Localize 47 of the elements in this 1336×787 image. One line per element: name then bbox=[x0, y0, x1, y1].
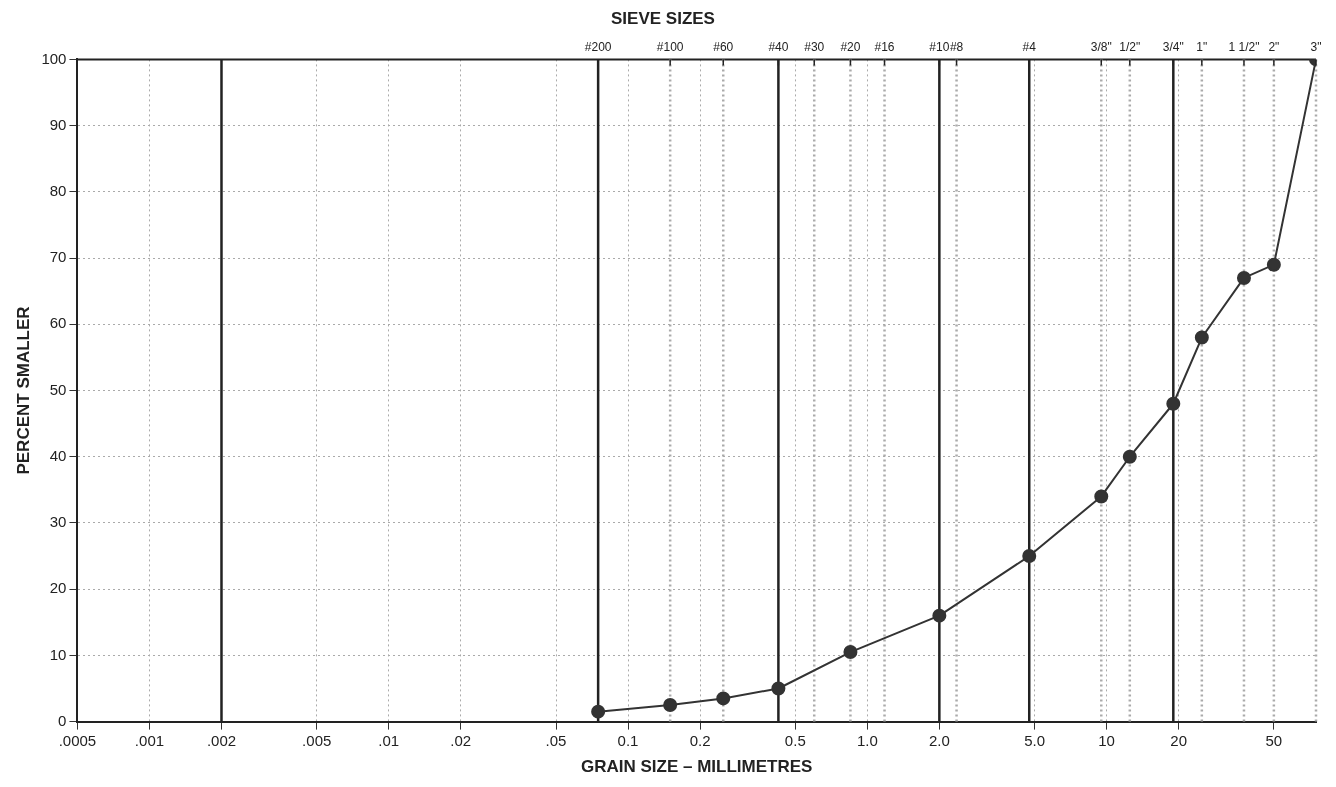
y-tick-label: 30 bbox=[49, 513, 67, 531]
x-tick-label: .05 bbox=[545, 731, 567, 749]
x-tick-label: .005 bbox=[302, 731, 332, 749]
annotation: #8 bbox=[949, 39, 964, 54]
x-tick-label: .01 bbox=[378, 731, 400, 749]
x-tick-label: 20 bbox=[1170, 731, 1187, 749]
y-tick-label: 0 bbox=[58, 711, 67, 729]
y-tick-label: 40 bbox=[49, 446, 67, 464]
y-tick-label: 20 bbox=[49, 579, 67, 597]
annotation: #20 bbox=[840, 39, 861, 54]
annotation: #40 bbox=[768, 39, 789, 54]
y-tick-label: 60 bbox=[49, 314, 67, 332]
y-tick-label: 70 bbox=[49, 248, 67, 266]
annotation: 2" bbox=[1268, 39, 1280, 54]
annotation: #100 bbox=[656, 39, 684, 54]
x-axis-title: GRAIN SIZE – MILLIMETRES bbox=[581, 757, 813, 777]
x-tick-label: .002 bbox=[206, 731, 237, 749]
annotation: 3/8" bbox=[1090, 39, 1112, 54]
chart-title: SIEVE SIZES bbox=[611, 8, 715, 28]
annotation: 1 1/2" bbox=[1228, 39, 1260, 54]
x-tick-label: 5.0 bbox=[1024, 731, 1046, 749]
x-tick-label: .0005 bbox=[58, 731, 97, 749]
annotation: 3/4" bbox=[1162, 39, 1184, 54]
x-tick-label: 0.2 bbox=[689, 731, 711, 749]
x-tick-label: 50 bbox=[1265, 731, 1283, 749]
x-tick-label: 0.5 bbox=[784, 731, 806, 749]
annotation: #10 bbox=[929, 39, 950, 54]
annotation: #16 bbox=[874, 39, 895, 54]
annotation: #200 bbox=[584, 39, 612, 54]
y-tick-label: 10 bbox=[49, 645, 67, 663]
y-axis-title: PERCENT SMALLER bbox=[13, 306, 33, 475]
annotation: 1/2" bbox=[1119, 39, 1141, 54]
annotation: #4 bbox=[1022, 39, 1037, 54]
x-tick-label: 0.1 bbox=[617, 731, 639, 749]
y-tick-label: 50 bbox=[49, 380, 67, 398]
annotation: 1" bbox=[1196, 39, 1208, 54]
y-tick-label: 100 bbox=[41, 49, 67, 67]
annotation: 3" bbox=[1310, 39, 1322, 54]
x-tick-label: 1.0 bbox=[856, 731, 878, 749]
x-tick-label: 2.0 bbox=[928, 731, 950, 749]
y-tick-label: 90 bbox=[49, 115, 67, 133]
x-tick-label: .02 bbox=[450, 731, 472, 749]
annotation: #30 bbox=[804, 39, 825, 54]
x-tick-label: .001 bbox=[134, 731, 165, 749]
x-tick-label: 10 bbox=[1098, 731, 1115, 749]
annotation: #60 bbox=[713, 39, 734, 54]
y-tick-label: 80 bbox=[49, 181, 67, 199]
